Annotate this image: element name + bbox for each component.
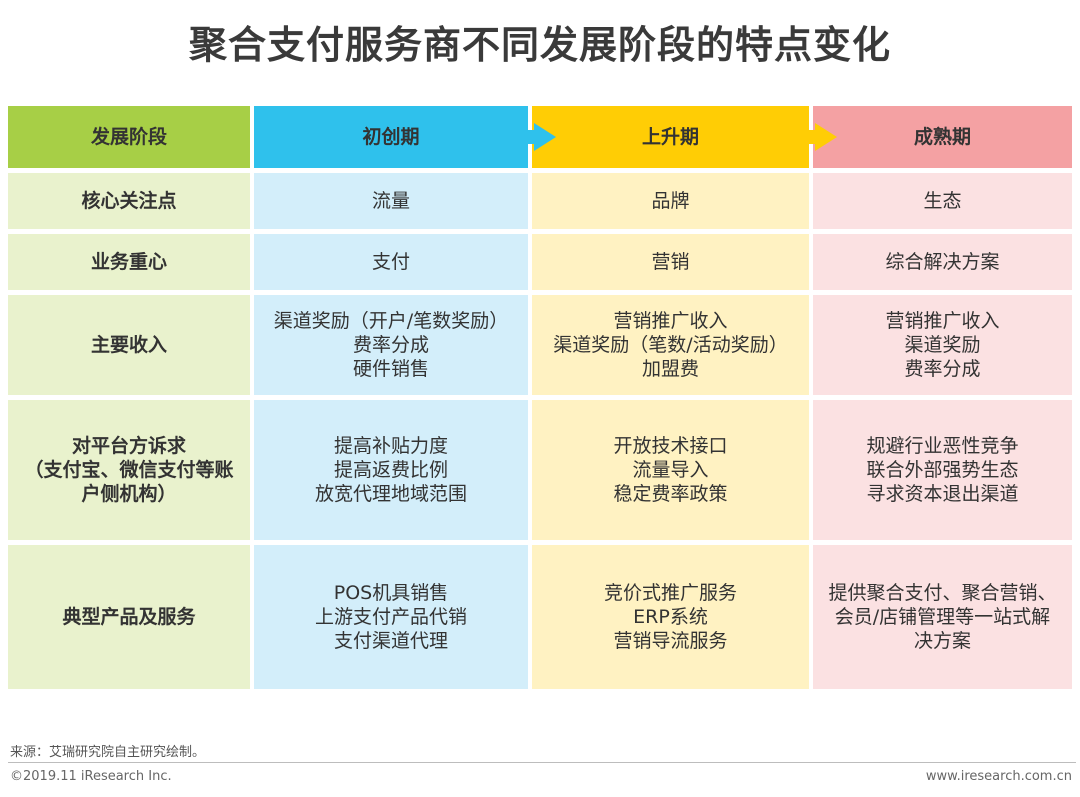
header-mature: 成熟期 [807,106,1072,168]
arrow-right-icon [534,123,556,151]
page-title: 聚合支付服务商不同发展阶段的特点变化 [188,23,891,67]
header-stage: 发展阶段 [8,106,250,168]
header-early: 初创期 [254,106,528,168]
stage-comparison-table: 发展阶段 初创期 上升期 成熟期 核心关注点 流量 品牌 生态 业务重心 支付 … [8,106,1076,694]
row-label: 核心关注点 [8,173,250,229]
source-note: 来源：艾瑞研究院自主研究绘制。 [10,745,206,760]
table-header-row: 发展阶段 初创期 上升期 成熟期 [8,106,1076,168]
copyright: ©2019.11 iResearch Inc. [10,769,172,784]
row-label: 对平台方诉求 （支付宝、微信支付等账 户侧机构） [8,400,250,540]
table-row: 对平台方诉求 （支付宝、微信支付等账 户侧机构） 提高补贴力度 提高返费比例 放宽代理地… [8,400,1076,540]
cell-mature: 规避行业恶性竞争 联合外部强势生态 寻求资本退出渠道 [813,400,1072,540]
cell-early: POS机具销售 上游支付产品代销 支付渠道代理 [254,545,528,689]
cell-rising: 品牌 [532,173,809,229]
cell-early: 提高补贴力度 提高返费比例 放宽代理地域范围 [254,400,528,540]
table-row: 业务重心 支付 营销 综合解决方案 [8,234,1076,290]
cell-mature: 生态 [813,173,1072,229]
arrow-right-icon [807,130,817,144]
arrow-right-icon [815,123,837,151]
cell-rising: 开放技术接口 流量导入 稳定费率政策 [532,400,809,540]
row-label: 主要收入 [8,295,250,395]
row-label: 典型产品及服务 [8,545,250,689]
cell-mature: 综合解决方案 [813,234,1072,290]
table-row: 核心关注点 流量 品牌 生态 [8,173,1076,229]
cell-rising: 营销 [532,234,809,290]
cell-rising: 竞价式推广服务 ERP系统 营销导流服务 [532,545,809,689]
table-row: 主要收入 渠道奖励（开户/笔数奖励） 费率分成 硬件销售 营销推广收入 渠道奖励（笔数… [8,295,1076,395]
arrow-right-icon [526,130,536,144]
cell-rising: 营销推广收入 渠道奖励（笔数/活动奖励） 加盟费 [532,295,809,395]
cell-early: 渠道奖励（开户/笔数奖励） 费率分成 硬件销售 [254,295,528,395]
header-rising: 上升期 [526,106,809,168]
cell-mature: 营销推广收入 渠道奖励 费率分成 [813,295,1072,395]
website-link[interactable]: www.iresearch.com.cn [925,769,1072,784]
cell-mature: 提供聚合支付、聚合营销、 会员/店铺管理等一站式解 决方案 [813,545,1072,689]
cell-early: 流量 [254,173,528,229]
row-label: 业务重心 [8,234,250,290]
table-row: 典型产品及服务 POS机具销售 上游支付产品代销 支付渠道代理 竞价式推广服务 ERP… [8,545,1076,689]
cell-early: 支付 [254,234,528,290]
footer-divider [8,762,1076,763]
